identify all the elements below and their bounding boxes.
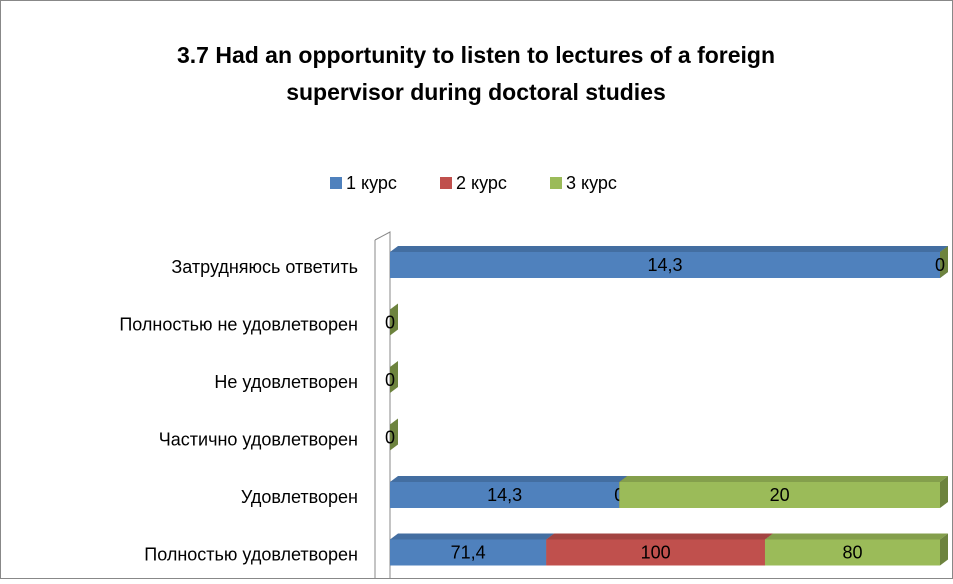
y-tick-label: Полностью удовлетворен xyxy=(144,544,358,564)
chart-title: supervisor during doctoral studies xyxy=(286,79,666,105)
data-label: 0 xyxy=(935,255,945,275)
y-tick-label: Не удовлетворен xyxy=(214,372,358,392)
data-label: 0 xyxy=(385,312,395,332)
legend-label: 2 курс xyxy=(456,173,507,193)
y-tick-label: Полностью не удовлетворен xyxy=(119,314,358,334)
data-label: 20 xyxy=(770,485,790,505)
data-label: 0 xyxy=(385,427,395,447)
bar xyxy=(390,361,398,393)
y-tick-label: Частично удовлетворен xyxy=(159,429,358,449)
bar xyxy=(619,476,948,508)
bar xyxy=(764,533,948,566)
legend-swatch xyxy=(440,177,452,189)
legend-label: 3 курс xyxy=(566,173,617,193)
bar xyxy=(390,418,398,451)
legend-swatch xyxy=(550,177,562,189)
axis-wall xyxy=(374,231,391,579)
bar xyxy=(940,246,948,278)
data-label: 14,3 xyxy=(647,255,682,275)
legend-swatch xyxy=(330,177,342,189)
chart-title: 3.7 Had an opportunity to listen to lect… xyxy=(177,42,775,68)
legend-label: 1 курс xyxy=(346,173,397,193)
bar xyxy=(546,533,773,566)
data-label: 0 xyxy=(385,370,395,390)
y-tick-label: Удовлетворен xyxy=(241,487,358,507)
data-label: 71,4 xyxy=(451,542,486,562)
data-label: 14,3 xyxy=(487,485,522,505)
y-tick-label: Затрудняюсь ответить xyxy=(171,257,358,277)
data-label: 100 xyxy=(641,542,671,562)
bar xyxy=(390,303,398,336)
data-label: 80 xyxy=(842,542,862,562)
